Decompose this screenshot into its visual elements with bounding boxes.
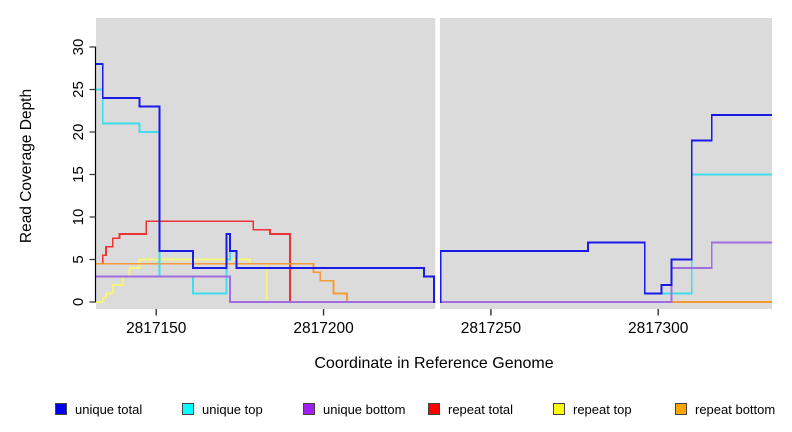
x-tick-label: 2817300 <box>628 320 689 337</box>
legend-label: repeat top <box>573 401 632 417</box>
legend-item-repeat-total: repeat total <box>428 398 513 420</box>
chart-canvas: 0 5 10 15 20 25 30 2817150 2817200 2817250 2817300 <box>70 18 772 337</box>
x-tick-label: 2817250 <box>461 320 522 337</box>
repeat-total-swatch-icon <box>428 403 440 415</box>
y-tick-label: 25 <box>70 81 87 98</box>
y-axis-title: Read Coverage Depth <box>18 88 35 244</box>
legend-item-repeat-top: repeat top <box>553 398 632 420</box>
y-tick-label: 0 <box>70 298 87 306</box>
unique-top-swatch-icon <box>182 403 194 415</box>
y-tick-label: 10 <box>70 209 87 226</box>
legend-label: repeat bottom <box>695 401 776 417</box>
x-axis-title: Coordinate in Reference Genome <box>314 355 554 372</box>
legend-item-repeat-bottom: repeat bottom <box>675 398 775 420</box>
unique-bottom-swatch-icon <box>303 403 315 415</box>
x-tick-label: 2817150 <box>126 320 187 337</box>
x-tick-label: 2817200 <box>293 320 354 337</box>
legend-label: unique total <box>75 401 143 417</box>
legend-item-unique-total: unique total <box>55 398 142 420</box>
repeat-bottom-swatch-icon <box>675 403 687 415</box>
y-tick-label: 30 <box>70 39 87 56</box>
coverage-gap-band <box>435 18 440 309</box>
y-tick-label: 20 <box>70 124 87 141</box>
plot-panel <box>96 18 772 309</box>
unique-total-swatch-icon <box>55 403 67 415</box>
legend-label: unique bottom <box>323 401 406 417</box>
legend: unique total unique top unique bottom re… <box>0 398 792 422</box>
legend-item-unique-top: unique top <box>182 398 263 420</box>
y-tick-label: 5 <box>70 255 87 263</box>
legend-label: repeat total <box>448 401 514 417</box>
y-tick-label: 15 <box>70 166 87 183</box>
series-line-unique-total <box>96 63 772 303</box>
repeat-top-swatch-icon <box>553 403 565 415</box>
legend-item-unique-bottom: unique bottom <box>303 398 405 420</box>
series-line-repeat-total <box>96 220 772 303</box>
legend-label: unique top <box>202 401 263 417</box>
